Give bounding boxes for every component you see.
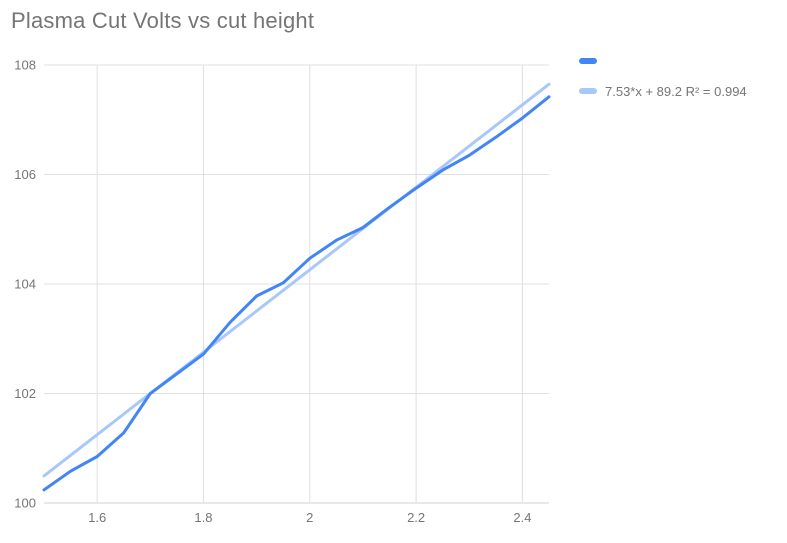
y-tick-label-100: 100 [14,496,36,511]
x-tick-label-2.2: 2.2 [407,510,425,525]
legend-item-trendline: 7.53*x + 89.2 R² = 0.994 [579,83,747,99]
y-tick-label-102: 102 [14,386,36,401]
y-tick-label-108: 108 [14,58,36,73]
y-tick-label-104: 104 [14,277,36,292]
x-tick-label-1.6: 1.6 [88,510,106,525]
x-tick-label-2.4: 2.4 [513,510,531,525]
legend-item-series [579,54,747,68]
series-line [42,95,551,492]
legend: 7.53*x + 89.2 R² = 0.994 [579,54,747,114]
chart-title: Plasma Cut Volts vs cut height [11,8,315,33]
trendline-swatch-icon [579,88,597,94]
x-tick-label-1.8: 1.8 [194,510,212,525]
x-tick-label-2: 2 [306,510,313,525]
y-tick-label-106: 106 [14,167,36,182]
legend-label-trendline: 7.53*x + 89.2 R² = 0.994 [605,83,747,99]
trendline [42,82,551,478]
series-swatch-icon [579,58,597,64]
